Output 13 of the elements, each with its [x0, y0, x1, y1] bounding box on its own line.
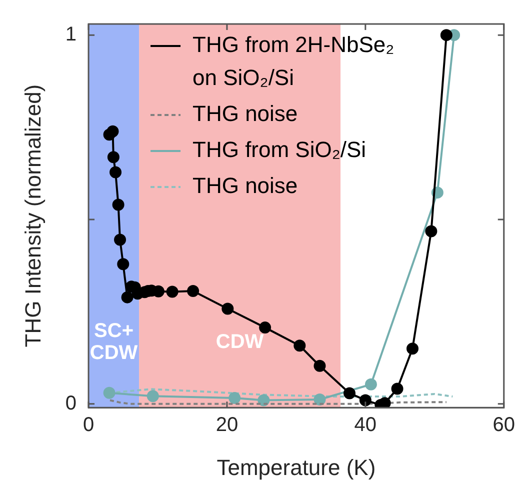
- x-axis-title: Temperature (K): [216, 454, 376, 480]
- band-label: CDW: [216, 331, 264, 354]
- legend-label: THG from 2H-NbSe₂ on SiO₂/Si: [192, 32, 394, 90]
- y-axis-title: THG Intensity (normalized): [20, 84, 46, 348]
- legend-label: THG noise: [192, 173, 298, 198]
- x-tick-label: 20: [216, 414, 238, 436]
- legend-label: THG from SiO₂/Si: [192, 137, 366, 162]
- x-tick-label: 0: [82, 414, 94, 436]
- y-tick-label: 1: [65, 24, 77, 46]
- legend-label: THG noise: [192, 101, 298, 126]
- band-label: SC+ CDW: [90, 320, 138, 364]
- x-tick-label: 40: [354, 414, 377, 436]
- x-tick-label: 60: [492, 414, 515, 436]
